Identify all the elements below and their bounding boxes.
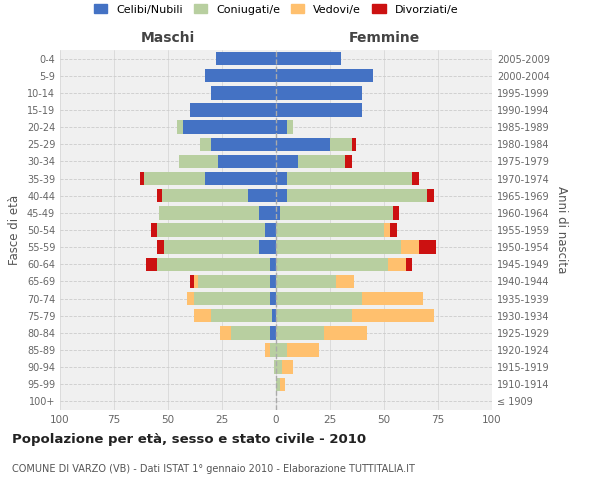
Bar (200, 138, 211, 151)
Bar (276, 69, 373, 82)
Bar (211, 86, 276, 100)
Y-axis label: Anni di nascita: Anni di nascita (555, 186, 568, 274)
Bar (269, 344, 276, 356)
Bar (276, 206, 280, 220)
Bar (391, 224, 397, 236)
Y-axis label: Fasce di età: Fasce di età (8, 195, 21, 265)
Bar (194, 292, 269, 306)
Bar (276, 154, 298, 168)
Bar (157, 258, 269, 271)
Bar (352, 309, 434, 322)
Bar (144, 172, 205, 186)
Bar (211, 309, 272, 322)
Text: Femmine: Femmine (349, 31, 419, 45)
Text: COMUNE DI VARZO (VB) - Dati ISTAT 1° gennaio 2010 - Elaborazione TUTTITALIA.IT: COMUNE DI VARZO (VB) - Dati ISTAT 1° gen… (12, 464, 415, 474)
Bar (287, 172, 412, 186)
Bar (146, 258, 157, 271)
Bar (205, 172, 276, 186)
Bar (276, 378, 280, 391)
Bar (176, 120, 183, 134)
Bar (276, 240, 401, 254)
Bar (401, 240, 419, 254)
Bar (280, 206, 392, 220)
Bar (276, 52, 341, 66)
Bar (384, 224, 391, 236)
Bar (276, 104, 362, 117)
Bar (345, 154, 352, 168)
Bar (164, 240, 259, 254)
Bar (276, 258, 388, 271)
Bar (194, 309, 211, 322)
Bar (362, 292, 423, 306)
Bar (287, 344, 319, 356)
Bar (276, 326, 323, 340)
Bar (276, 274, 337, 288)
Bar (179, 154, 218, 168)
Bar (160, 206, 259, 220)
Bar (205, 69, 276, 82)
Bar (276, 172, 287, 186)
Bar (220, 326, 230, 340)
Bar (298, 154, 345, 168)
Bar (283, 360, 293, 374)
Bar (248, 189, 276, 202)
Bar (337, 274, 354, 288)
Bar (230, 326, 269, 340)
Bar (406, 258, 412, 271)
Bar (161, 189, 248, 202)
Bar (276, 138, 330, 151)
Bar (215, 52, 276, 66)
Bar (157, 189, 161, 202)
Bar (280, 378, 284, 391)
Bar (187, 292, 194, 306)
Bar (419, 240, 436, 254)
Bar (259, 240, 276, 254)
Bar (151, 224, 157, 236)
Bar (269, 258, 276, 271)
Bar (274, 360, 276, 374)
Bar (392, 206, 399, 220)
Bar (272, 309, 276, 322)
Bar (265, 224, 276, 236)
Bar (276, 120, 287, 134)
Bar (352, 138, 356, 151)
Bar (269, 326, 276, 340)
Bar (276, 309, 352, 322)
Bar (412, 172, 419, 186)
Bar (157, 240, 164, 254)
Text: Popolazione per età, sesso e stato civile - 2010: Popolazione per età, sesso e stato civil… (12, 432, 366, 446)
Bar (427, 189, 434, 202)
Bar (218, 154, 276, 168)
Bar (276, 344, 287, 356)
Bar (276, 224, 384, 236)
Bar (194, 274, 198, 288)
Bar (198, 274, 269, 288)
Bar (190, 274, 194, 288)
Bar (259, 206, 276, 220)
Bar (388, 258, 406, 271)
Bar (287, 120, 293, 134)
Text: Maschi: Maschi (141, 31, 195, 45)
Legend: Celibi/Nubili, Coniugati/e, Vedovi/e, Divorziati/e: Celibi/Nubili, Coniugati/e, Vedovi/e, Di… (89, 0, 463, 19)
Bar (211, 138, 276, 151)
Bar (287, 189, 427, 202)
Bar (183, 120, 276, 134)
Bar (269, 292, 276, 306)
Bar (276, 360, 283, 374)
Bar (276, 189, 287, 202)
Bar (190, 104, 276, 117)
Bar (276, 292, 362, 306)
Bar (140, 172, 144, 186)
Bar (330, 138, 352, 151)
Bar (323, 326, 367, 340)
Bar (276, 86, 362, 100)
Bar (265, 344, 269, 356)
Bar (157, 224, 265, 236)
Bar (269, 274, 276, 288)
